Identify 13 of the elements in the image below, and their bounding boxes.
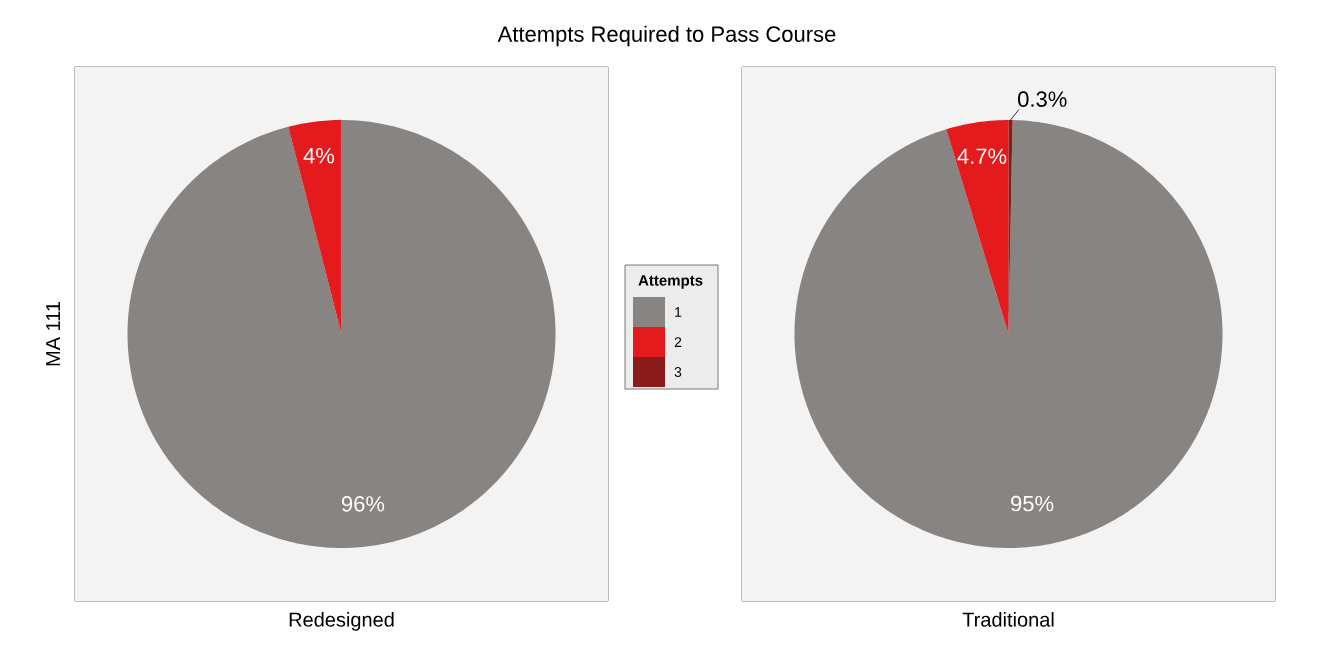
text: MA 111 <box>46 301 60 366</box>
data-label: 4.7% <box>957 148 1007 164</box>
text: Redesigned <box>289 612 394 631</box>
data-label: 96% <box>341 496 385 512</box>
data-label: 4% <box>303 147 335 164</box>
text: Attempts Required to Pass Course <box>497 25 836 47</box>
legend-label: 1 <box>675 307 682 317</box>
legend-title: Attempts <box>638 275 703 289</box>
legend-label: 2 <box>674 337 682 347</box>
legend-label: 3 <box>674 367 682 377</box>
text: Traditional <box>962 612 1054 627</box>
data-label: 95% <box>1011 495 1054 512</box>
data-label: 0.3% <box>1018 91 1067 107</box>
